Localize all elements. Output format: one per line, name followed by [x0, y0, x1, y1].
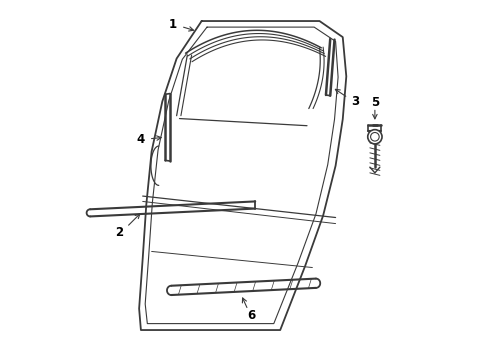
- Text: 1: 1: [168, 18, 176, 31]
- Text: 5: 5: [370, 96, 378, 109]
- Text: 3: 3: [350, 95, 359, 108]
- Circle shape: [370, 132, 378, 141]
- Text: 4: 4: [136, 134, 144, 147]
- Circle shape: [367, 130, 381, 144]
- Text: 2: 2: [115, 226, 122, 239]
- Text: 6: 6: [247, 309, 255, 321]
